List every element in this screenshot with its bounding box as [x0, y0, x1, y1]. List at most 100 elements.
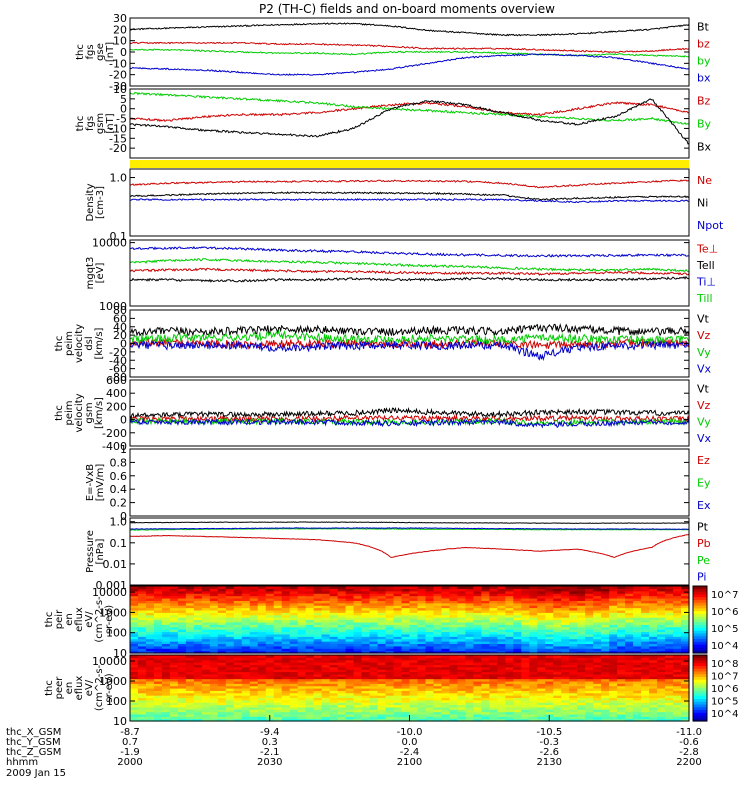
heatmap-cell [577, 619, 586, 623]
heatmap-cell [489, 655, 498, 658]
heatmap-cell [497, 676, 506, 680]
heatmap-cell [177, 676, 187, 680]
heatmap-cell [449, 629, 459, 633]
heatmap-cell [617, 685, 626, 689]
heatmap-cell [497, 655, 506, 658]
heatmap-cell [313, 664, 323, 668]
heatmap-cell [521, 676, 530, 680]
heatmap-cell [329, 664, 339, 668]
heatmap-cell [593, 588, 602, 592]
heatmap-cell [153, 602, 163, 606]
heatmap-cell [425, 685, 435, 689]
heatmap-cell [185, 690, 195, 694]
heatmap-cell [313, 629, 323, 633]
heatmap-cell [585, 659, 594, 663]
heatmap-cell [625, 699, 634, 703]
y-axis-label: gsm [84, 402, 95, 423]
heatmap-cell [489, 602, 498, 606]
heatmap-cell [217, 683, 227, 687]
heatmap-cell [177, 629, 187, 633]
heatmap-cell [265, 638, 275, 642]
heatmap-cell [409, 657, 419, 661]
heatmap-cell [289, 704, 299, 708]
heatmap-cell [649, 683, 658, 687]
heatmap-cell [489, 695, 498, 699]
heatmap-cell [609, 588, 618, 592]
heatmap-cell [289, 706, 299, 710]
heatmap-cell [457, 638, 466, 642]
heatmap-cell [130, 695, 139, 699]
heatmap-cell [305, 655, 315, 658]
heatmap-cell [385, 713, 395, 717]
y-axis-label: en [64, 682, 75, 695]
heatmap-cell [345, 588, 355, 592]
heatmap-cell [513, 657, 522, 661]
heatmap-cell [481, 612, 490, 616]
heatmap-cell [521, 709, 530, 713]
heatmap-cell [297, 664, 307, 668]
heatmap-cell [281, 638, 291, 642]
heatmap-cell [321, 595, 331, 599]
heatmap-cell [233, 713, 243, 717]
heatmap-cell [249, 699, 259, 703]
heatmap-cell [633, 650, 642, 654]
heatmap-cell [337, 718, 347, 722]
heatmap-cell [441, 612, 451, 616]
heatmap-cell [233, 600, 243, 604]
heatmap-cell [209, 692, 219, 696]
heatmap-cell [585, 597, 594, 601]
heatmap-cell [249, 711, 259, 715]
heatmap-cell [513, 617, 522, 621]
heatmap-cell [321, 673, 331, 677]
heatmap-cell [201, 688, 211, 691]
heatmap-cell [513, 586, 522, 589]
heatmap-cell [321, 699, 331, 703]
heatmap-cell [489, 614, 498, 618]
colorbar-tick-label: 10^4 [711, 641, 738, 652]
heatmap-cell [609, 716, 618, 720]
heatmap-cell [145, 676, 155, 680]
heatmap-cell [193, 602, 203, 606]
heatmap-cell [161, 680, 171, 684]
heatmap-cell [241, 595, 251, 599]
heatmap-cell [329, 706, 339, 710]
heatmap-cell [609, 631, 618, 635]
heatmap-cell [265, 688, 275, 691]
heatmap-cell [465, 697, 474, 701]
heatmap-cell [169, 629, 179, 633]
heatmap-cell [377, 648, 387, 652]
heatmap-cell [593, 650, 602, 654]
heatmap-cell [137, 641, 147, 645]
heatmap-cell [617, 692, 626, 696]
heatmap-cell [321, 704, 331, 708]
heatmap-cell [641, 648, 650, 652]
heatmap-cell [505, 650, 514, 654]
heatmap-cell [409, 692, 419, 696]
heatmap-cell [257, 648, 267, 652]
heatmap-cell [553, 657, 562, 661]
heatmap-cell [545, 612, 554, 616]
heatmap-cell [185, 666, 195, 670]
heatmap-cell [313, 586, 323, 589]
heatmap-cell [481, 683, 490, 687]
heatmap-cell [593, 702, 602, 706]
heatmap-cell [153, 631, 163, 635]
heatmap-cell [273, 695, 283, 699]
heatmap-cell [681, 697, 690, 701]
heatmap-cell [433, 600, 443, 604]
heatmap-cell [561, 631, 570, 635]
heatmap-cell [609, 629, 618, 633]
heatmap-cell [297, 621, 307, 625]
heatmap-cell [601, 588, 610, 592]
y-tick-label: 0 [120, 338, 127, 351]
heatmap-cell [249, 669, 259, 673]
heatmap-cell [449, 664, 459, 668]
heatmap-cell [561, 702, 570, 706]
heatmap-cell [321, 669, 331, 673]
heatmap-cell [465, 702, 474, 706]
heatmap-cell [505, 709, 514, 713]
heatmap-cell [153, 597, 163, 601]
heatmap-cell [489, 709, 498, 713]
heatmap-cell [441, 595, 451, 599]
